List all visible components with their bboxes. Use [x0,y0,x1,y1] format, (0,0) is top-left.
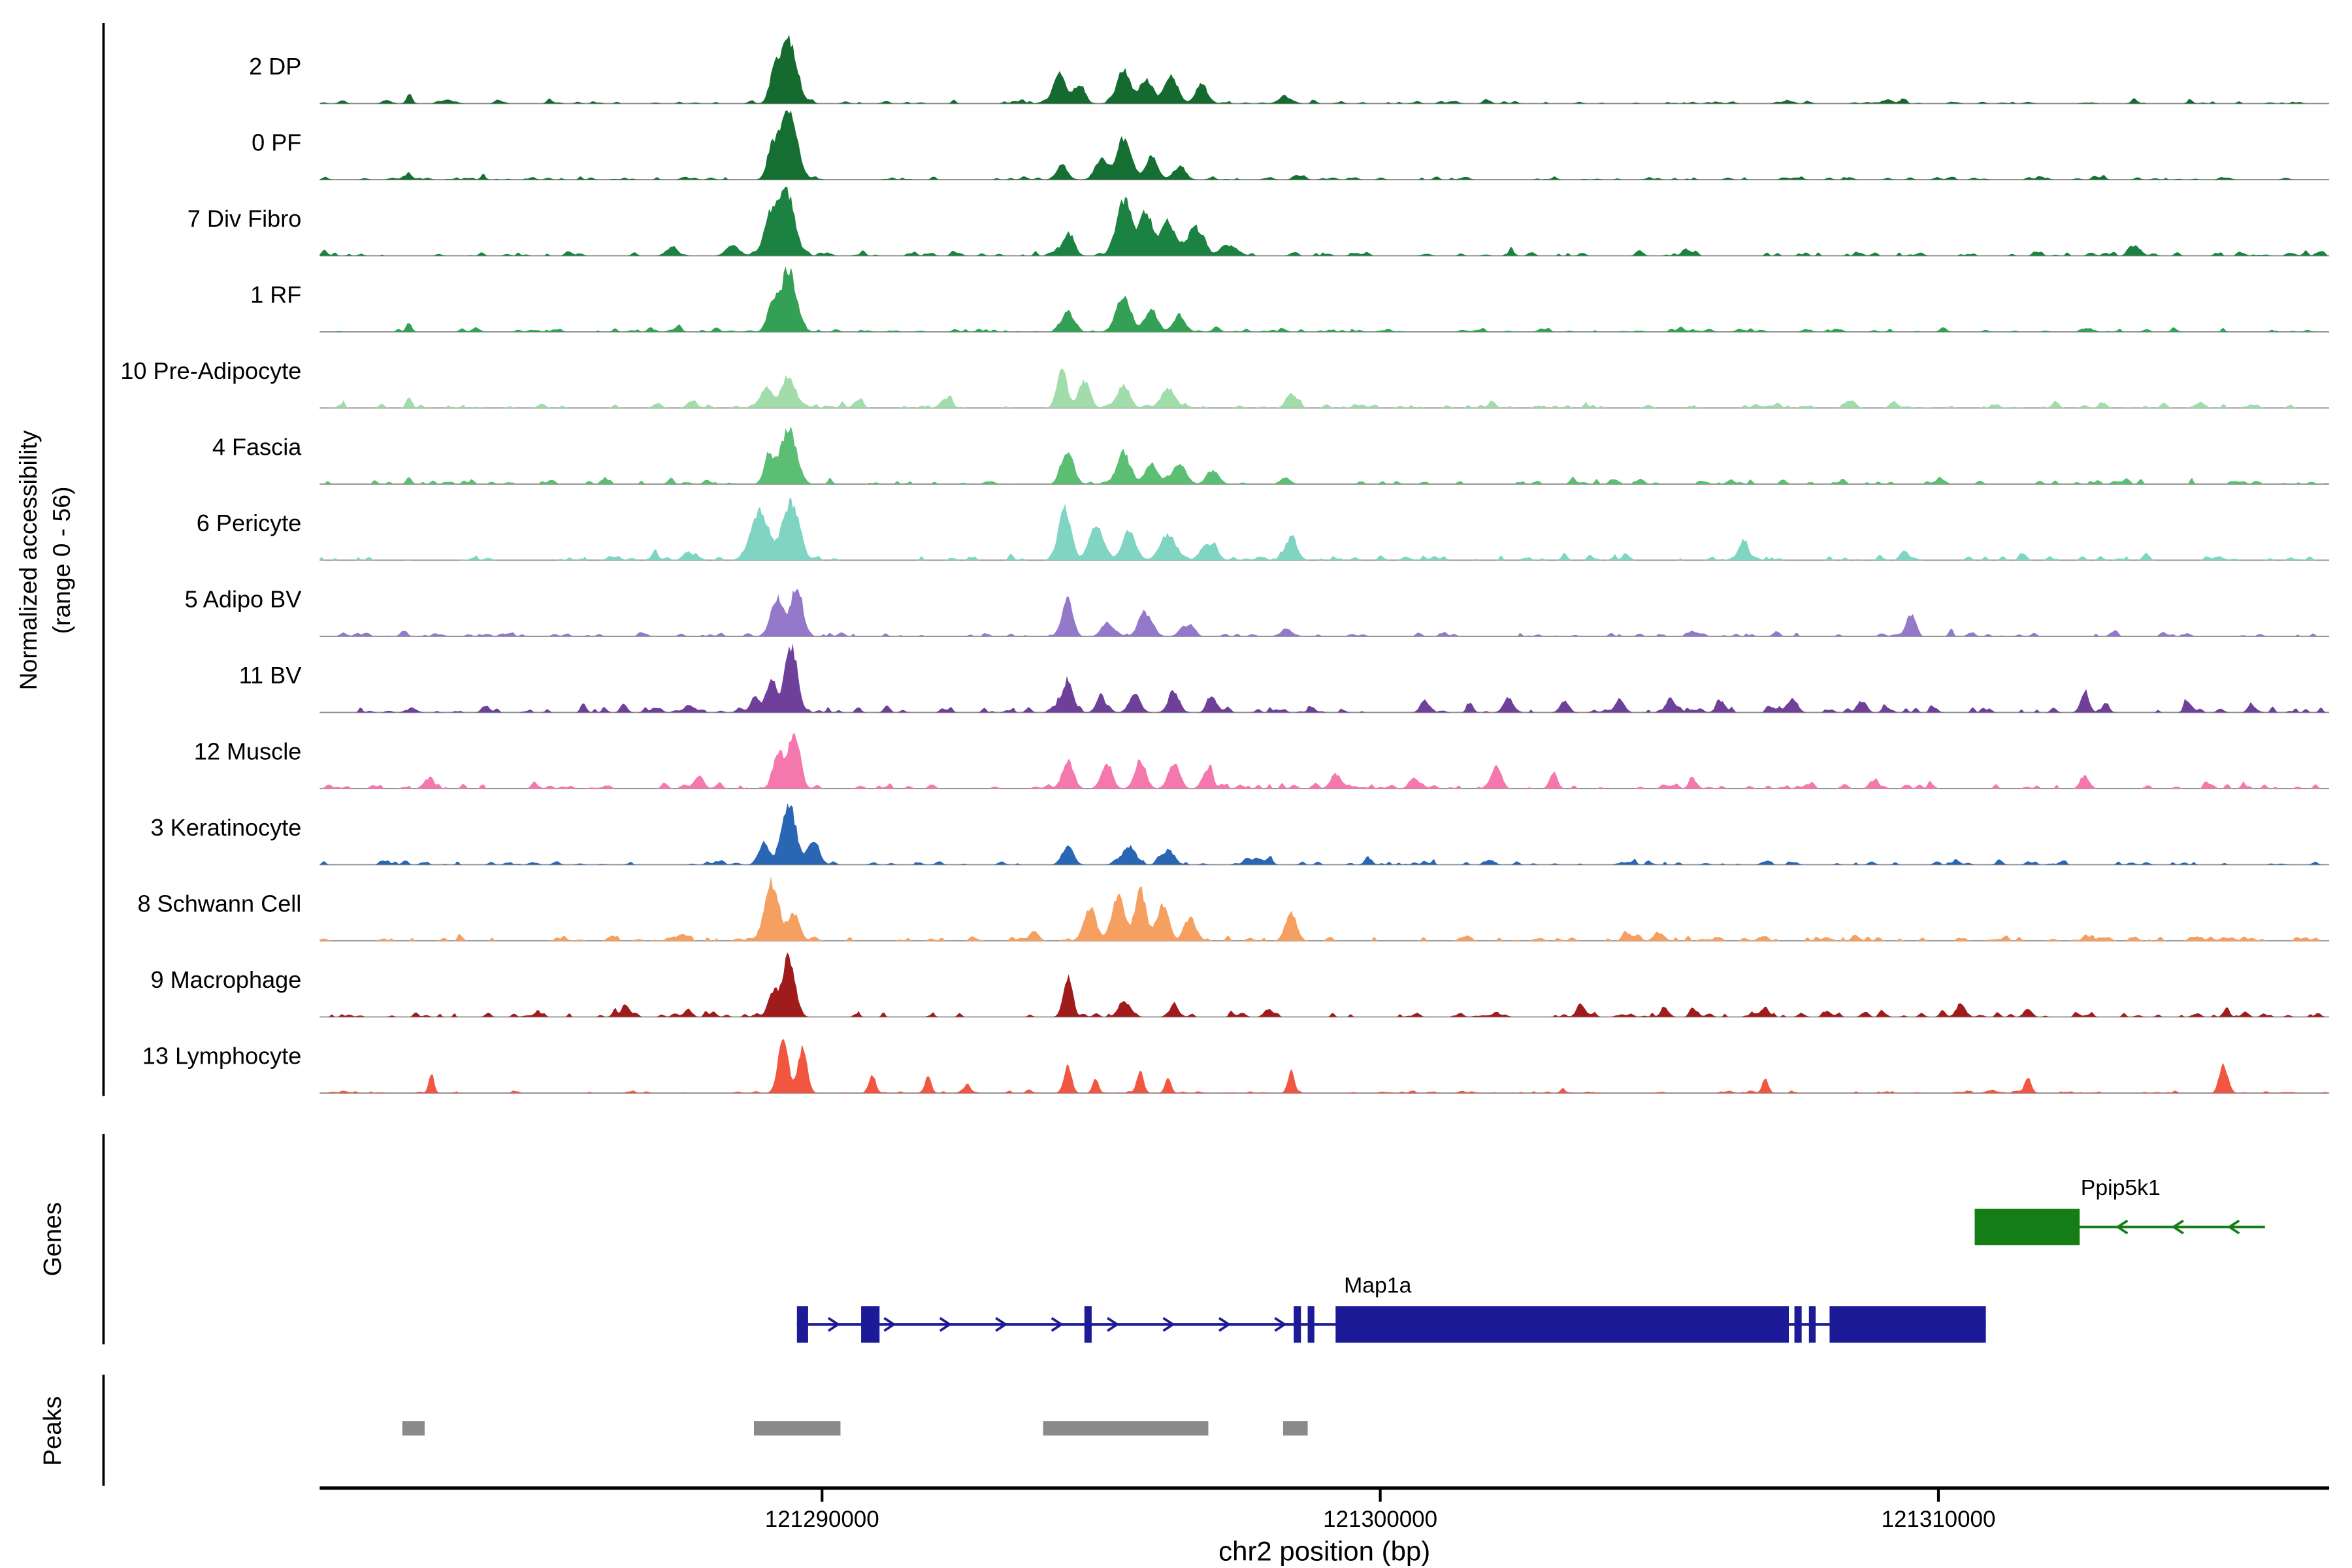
accessibility-signal [319,426,2330,484]
gene-strand-arrow [995,1316,1008,1332]
track-label: 0 PF [252,129,301,156]
gene-exon [1829,1306,1986,1343]
peak-region [754,1421,841,1436]
gene-label-ppip5k1: Ppip5k1 [2081,1175,2161,1200]
gene-exon [1794,1306,1802,1343]
accessibility-signal [319,643,2330,713]
gene-strand-arrow [939,1316,953,1332]
gene-exon [1294,1306,1301,1343]
gene-exon [861,1306,880,1343]
accessibility-signal [319,186,2330,256]
accessibility-signal [319,34,2330,104]
x-tick-label: 121310000 [1882,1507,1996,1532]
gene-strand-arrow [1218,1316,1232,1332]
gene-strand-arrow [2227,1219,2240,1235]
gene-exon [1084,1306,1092,1343]
gene-strand-arrow [2115,1219,2129,1235]
peak-region [402,1421,425,1436]
track-label: 10 Pre-Adipocyte [120,357,301,384]
accessibility-signal [319,876,2330,941]
x-tick-label: 121290000 [765,1507,879,1532]
peaks-section-label: Peaks [39,1396,67,1466]
peak-regions [402,1421,1308,1436]
track-label: 4 Fascia [212,434,302,461]
track-label: 13 Lymphocyte [142,1043,302,1070]
x-axis-title: chr2 position (bp) [1218,1535,1430,1566]
y-axis-label-line2: (range 0 - 56) [48,487,75,634]
accessibility-signal [319,952,2330,1017]
gene-strand-arrow [1107,1316,1120,1332]
track-label: 1 RF [250,282,301,308]
accessibility-signal [319,589,2330,636]
accessibility-signal [319,497,2330,561]
accessibility-signal [319,732,2330,789]
x-tick-label: 121300000 [1323,1507,1437,1532]
x-axis-ticks: 121290000 121300000 121310000 [765,1488,1996,1532]
accessibility-signal [319,803,2330,865]
accessibility-signal [319,110,2330,180]
track-label: 9 Macrophage [150,966,301,993]
gene-strand-arrow [827,1316,841,1332]
gene-exon [1808,1306,1816,1343]
gene-label-map1a: Map1a [1344,1273,1411,1298]
genes-section-label: Genes [39,1202,67,1276]
peak-region [1043,1421,1209,1436]
track-label: 5 Adipo BV [185,586,302,613]
track-label: 7 Div Fibro [188,205,302,232]
accessibility-signal [319,368,2330,408]
accessibility-signals [319,34,2330,1094]
track-label: 3 Keratinocyte [151,814,302,841]
track-label: 2 DP [249,53,301,80]
gene-strand-arrow [883,1316,896,1332]
gene-strand-arrow [2171,1219,2184,1235]
track-labels: 2 DP 0 PF 7 Div Fibro 1 RF 10 Pre-Adipocyte 4… [120,53,302,1070]
accessibility-signal [319,1039,2330,1094]
track-baselines [319,103,2330,1094]
gene-strand-arrow [1274,1316,1287,1332]
track-label: 12 Muscle [194,738,302,765]
gene-strand-arrow [1162,1316,1175,1332]
gene-strand-arrow [1051,1316,1064,1332]
gene-exon [796,1306,808,1343]
track-label: 8 Schwann Cell [137,890,301,917]
accessibility-signal [319,267,2330,332]
gene-models [796,1209,2265,1343]
gene-exon [1335,1306,1789,1343]
peak-region [1282,1421,1308,1436]
track-label: 11 BV [239,662,302,689]
gene-exon [1974,1209,2080,1246]
track-label: 6 Pericyte [197,510,302,536]
gene-exon [1307,1306,1315,1343]
y-axis-label-line1: Normalized accessibility [14,430,42,690]
